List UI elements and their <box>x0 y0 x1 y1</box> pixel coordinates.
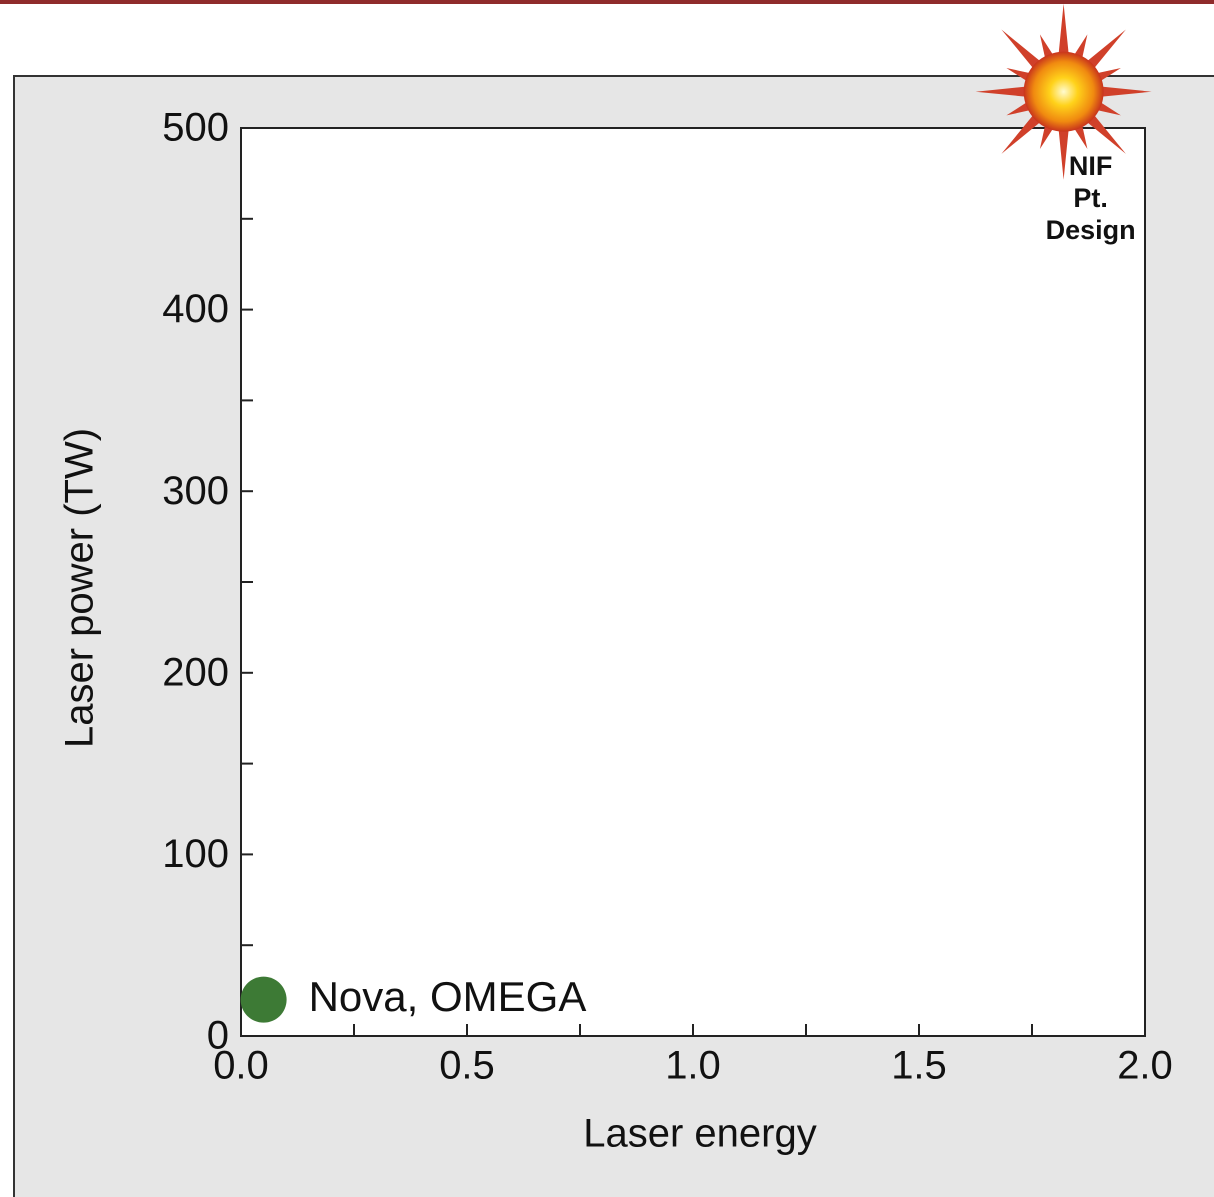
x-tick-label: 2.0 <box>1117 1044 1173 1088</box>
point-label: Nova, OMEGA <box>309 973 587 1020</box>
y-tick-label: 0 <box>207 1014 229 1058</box>
y-tick-label: 400 <box>162 287 229 331</box>
point-label: Pt. <box>1073 183 1108 213</box>
y-tick-label: 500 <box>162 106 229 150</box>
plot-area <box>240 127 1146 1037</box>
point-label: NIF <box>1069 151 1113 181</box>
x-axis-label: Laser energy <box>583 1112 816 1156</box>
x-tick-label: 0.5 <box>439 1044 495 1088</box>
x-tick-label: 0.0 <box>213 1044 269 1088</box>
point-label: Design <box>1046 215 1136 245</box>
y-axis-label: Laser power (TW) <box>58 428 102 748</box>
x-tick-label: 1.0 <box>665 1044 721 1088</box>
point <box>240 976 287 1023</box>
star-core <box>1023 51 1104 132</box>
y-tick-label: 100 <box>162 832 229 876</box>
y-tick-label: 200 <box>162 650 229 694</box>
x-tick-label: 1.5 <box>891 1044 947 1088</box>
top-rule <box>0 0 1214 4</box>
y-tick-label: 300 <box>162 469 229 513</box>
